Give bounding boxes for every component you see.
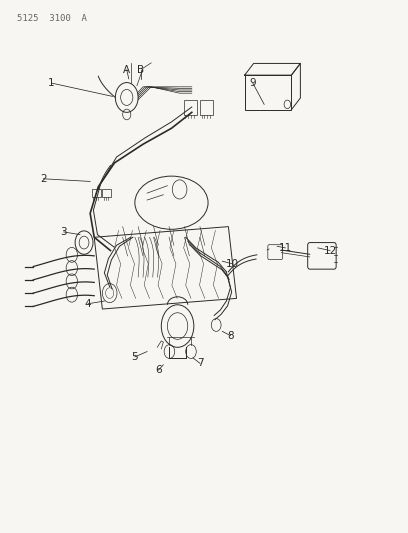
Text: 12: 12 [324, 246, 337, 255]
Text: 7: 7 [197, 358, 203, 368]
Text: 2: 2 [40, 174, 47, 184]
Text: 5125  3100  A: 5125 3100 A [17, 14, 87, 23]
Text: 6: 6 [155, 365, 162, 375]
Text: A: A [123, 65, 130, 75]
Text: 11: 11 [279, 243, 292, 253]
Text: 4: 4 [85, 298, 91, 309]
Text: 3: 3 [60, 227, 67, 237]
Text: 10: 10 [226, 259, 239, 269]
Text: 5: 5 [131, 352, 138, 362]
Text: 9: 9 [249, 78, 256, 88]
Text: 1: 1 [48, 78, 55, 88]
Text: 8: 8 [227, 330, 234, 341]
Text: B: B [137, 65, 144, 75]
